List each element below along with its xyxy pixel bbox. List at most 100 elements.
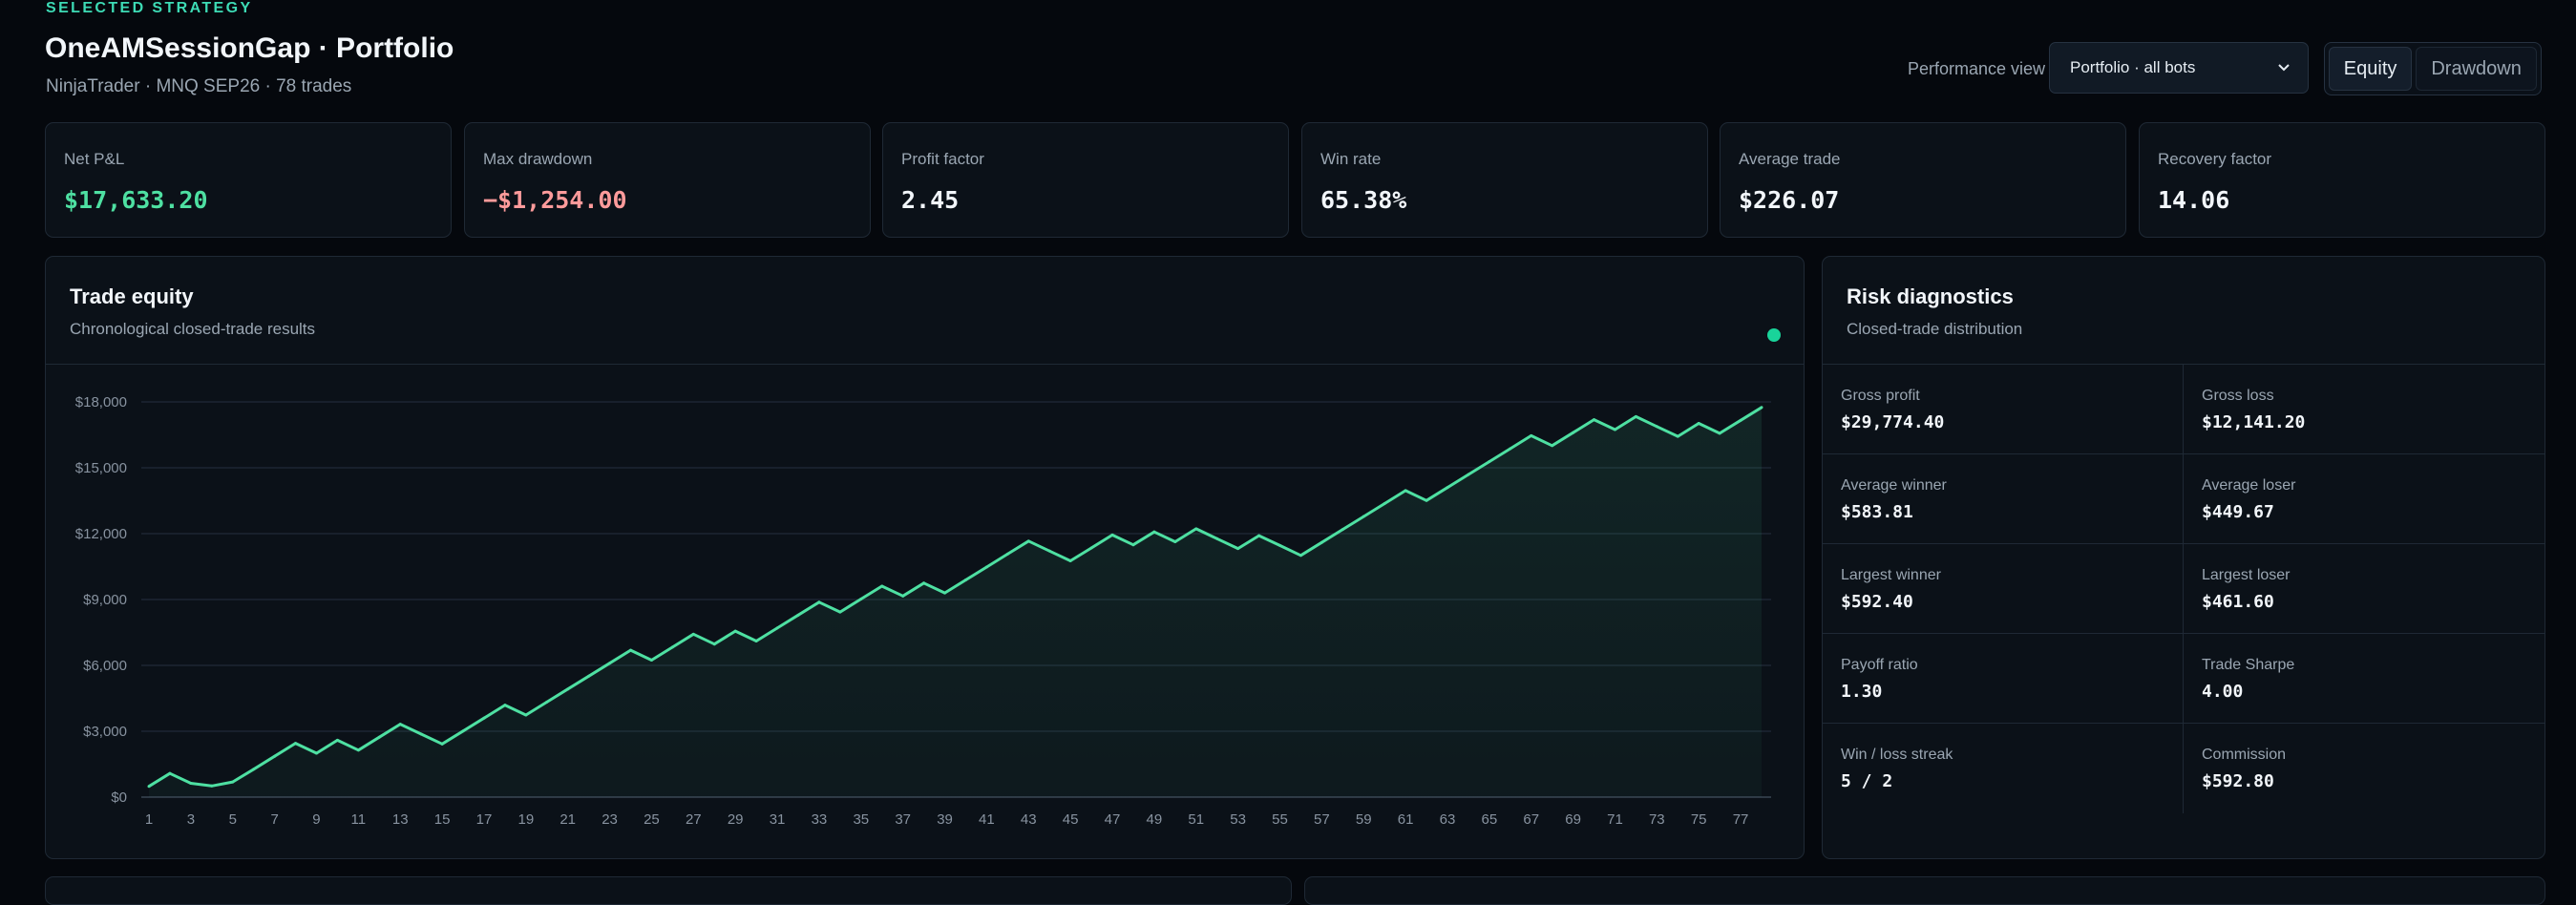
equity-point xyxy=(1299,554,1302,558)
equity-point xyxy=(733,629,737,633)
equity-point xyxy=(796,613,800,617)
equity-view-button[interactable]: Equity xyxy=(2329,47,2413,91)
trade-equity-subtitle: Chronological closed-trade results xyxy=(70,320,316,338)
equity-point xyxy=(1697,422,1700,426)
x-tick-label: 51 xyxy=(1188,811,1204,828)
x-tick-label: 33 xyxy=(812,811,828,828)
equity-point xyxy=(314,751,318,755)
y-tick-label: $15,000 xyxy=(75,460,127,476)
trade-equity-chart: $0 $3,000 $6,000 $9,000 $12,000 $15,000 $18,00… xyxy=(75,394,1771,828)
equity-point xyxy=(1488,460,1491,464)
x-tick-label: 7 xyxy=(270,811,278,828)
panel-divider xyxy=(1823,364,2544,365)
risk-stat-label: Average winner xyxy=(1841,477,1947,494)
risk-stat-cell: Largest winner $592.40 xyxy=(1823,544,2184,634)
x-tick-label: 57 xyxy=(1314,811,1330,828)
equity-point xyxy=(1383,501,1386,505)
equity-point xyxy=(419,732,423,736)
x-tick-label: 5 xyxy=(229,811,237,828)
risk-stat-cell: Average loser $449.67 xyxy=(2184,454,2544,544)
x-tick-label: 49 xyxy=(1147,811,1163,828)
x-tick-label: 17 xyxy=(476,811,493,828)
equity-point xyxy=(1593,418,1596,422)
kpi-value: 65.38% xyxy=(1320,186,1407,214)
risk-stat-cell: Trade Sharpe 4.00 xyxy=(2184,634,2544,724)
x-tick-label: 13 xyxy=(392,811,409,828)
x-tick-label: 61 xyxy=(1398,811,1414,828)
kpi-card-net-pnl: Net P&L $17,633.20 xyxy=(45,122,452,238)
x-tick-label: 53 xyxy=(1230,811,1246,828)
view-toggle: Equity Drawdown xyxy=(2324,42,2542,95)
trade-equity-title: Trade equity xyxy=(70,284,194,308)
y-tick-label: $0 xyxy=(111,789,127,806)
equity-point xyxy=(1362,515,1365,518)
page-subtitle: NinjaTrader · MNQ SEP26 · 78 trades xyxy=(46,76,352,96)
risk-stat-label: Payoff ratio xyxy=(1841,657,1918,673)
kpi-card-average-trade: Average trade $226.07 xyxy=(1720,122,2126,238)
section-eyebrow: SELECTED STRATEGY xyxy=(46,0,253,16)
equity-point xyxy=(1739,418,1742,422)
equity-point xyxy=(147,785,151,789)
kpi-card-max-drawdown: Max drawdown −$1,254.00 xyxy=(464,122,871,238)
kpi-card-profit-factor: Profit factor 2.45 xyxy=(882,122,1289,238)
risk-stat-value: $583.81 xyxy=(1841,502,1913,522)
equity-point xyxy=(608,662,612,665)
x-tick-label: 29 xyxy=(728,811,744,828)
risk-stat-label: Win / loss streak xyxy=(1841,747,1953,763)
x-tick-label: 63 xyxy=(1440,811,1456,828)
x-tick-label: 27 xyxy=(686,811,702,828)
equity-point xyxy=(377,735,381,739)
risk-stat-label: Gross loss xyxy=(2202,388,2274,404)
equity-point xyxy=(189,782,193,786)
lower-panel-left xyxy=(45,876,1292,905)
equity-point xyxy=(1655,425,1658,429)
equity-point xyxy=(210,784,214,788)
risk-stat-value: $592.80 xyxy=(2202,771,2274,791)
equity-point xyxy=(922,581,926,585)
equity-point xyxy=(859,598,863,601)
equity-point xyxy=(1572,431,1575,434)
equity-point xyxy=(1173,540,1177,544)
equity-point xyxy=(1236,547,1240,551)
kpi-value: $17,633.20 xyxy=(64,186,208,214)
x-tick-label: 65 xyxy=(1482,811,1498,828)
performance-view-label: Performance view xyxy=(1908,59,2046,78)
equity-point xyxy=(1425,498,1428,502)
equity-point xyxy=(587,674,591,678)
risk-stat-value: $29,774.40 xyxy=(1841,412,1945,432)
risk-stat-value: 1.30 xyxy=(1841,682,1883,702)
x-tick-label: 31 xyxy=(770,811,786,828)
equity-point xyxy=(524,713,528,717)
kpi-value: 2.45 xyxy=(901,186,960,214)
x-tick-label: 3 xyxy=(187,811,195,828)
equity-point xyxy=(1068,559,1072,563)
x-tick-label: 67 xyxy=(1523,811,1539,828)
equity-point xyxy=(1530,433,1533,437)
y-tick-label: $9,000 xyxy=(83,592,127,608)
x-tick-label: 77 xyxy=(1733,811,1749,828)
equity-point xyxy=(1467,473,1470,476)
equity-point xyxy=(231,780,235,784)
equity-point xyxy=(482,716,486,720)
equity-point xyxy=(901,594,905,598)
drawdown-view-button[interactable]: Drawdown xyxy=(2416,47,2537,91)
chevron-down-icon xyxy=(2278,64,2290,72)
kpi-label: Win rate xyxy=(1320,150,1382,168)
performance-view-select[interactable]: Portfolio · all bots xyxy=(2049,42,2309,94)
equity-point xyxy=(566,687,570,691)
equity-point xyxy=(440,742,444,746)
kpi-value: $226.07 xyxy=(1739,186,1840,214)
equity-point xyxy=(1341,528,1344,532)
equity-point xyxy=(273,754,277,758)
kpi-label: Net P&L xyxy=(64,150,125,168)
equity-point xyxy=(335,738,339,742)
equity-point xyxy=(649,658,653,662)
kpi-card-win-rate: Win rate 65.38% xyxy=(1301,122,1708,238)
equity-point xyxy=(775,626,779,630)
kpi-label: Profit factor xyxy=(901,150,984,168)
kpi-label: Max drawdown xyxy=(483,150,593,168)
live-status-dot xyxy=(1767,328,1781,342)
equity-point xyxy=(1089,546,1093,550)
performance-view-value: Portfolio · all bots xyxy=(2070,58,2196,76)
equity-point xyxy=(461,729,465,733)
